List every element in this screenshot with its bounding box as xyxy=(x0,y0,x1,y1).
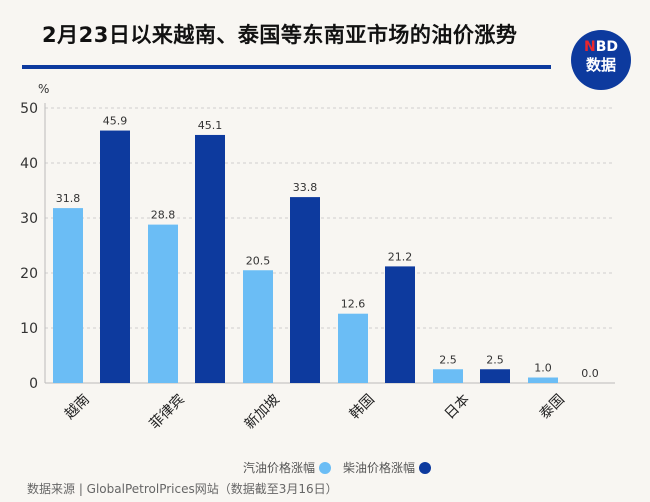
y-axis-unit: % xyxy=(38,82,49,96)
bar xyxy=(195,134,225,383)
y-tick-label: 40 xyxy=(20,156,38,172)
chart-title: 2月23日以来越南、泰国等东南亚市场的油价涨势 xyxy=(42,23,518,47)
bar xyxy=(148,224,178,383)
title-underline xyxy=(22,65,551,69)
data-label: 28.8 xyxy=(151,209,176,222)
bar xyxy=(100,130,130,383)
y-tick-label: 0 xyxy=(29,376,38,392)
bar xyxy=(53,208,83,383)
data-label: 45.9 xyxy=(103,115,128,128)
nbd-logo: NBD 数据 xyxy=(571,30,631,90)
x-tick-label: 日本 xyxy=(442,392,473,423)
bar xyxy=(290,197,320,383)
data-label: 2.5 xyxy=(439,353,457,366)
y-tick-label: 50 xyxy=(20,101,38,117)
x-tick-label: 菲律宾 xyxy=(147,392,188,433)
data-label: 33.8 xyxy=(293,181,318,194)
legend-label: 汽油价格涨幅 xyxy=(243,460,315,475)
x-tick-label: 越南 xyxy=(62,392,93,423)
data-label: 45.1 xyxy=(198,119,223,132)
bar xyxy=(243,270,273,383)
bar xyxy=(480,369,510,383)
legend-swatch xyxy=(419,462,431,474)
bar xyxy=(433,369,463,383)
bar xyxy=(338,313,368,383)
x-tick-label: 新加坡 xyxy=(242,392,283,433)
logo-brand: NBD xyxy=(583,39,618,55)
data-label: 31.8 xyxy=(56,192,81,205)
data-source: 数据来源 | GlobalPetrolPrices网站（数据截至3月16日） xyxy=(27,482,338,496)
logo-sub: 数据 xyxy=(585,56,616,74)
legend-label: 柴油价格涨幅 xyxy=(343,460,415,475)
data-label: 12.6 xyxy=(341,298,366,311)
x-tick-label: 泰国 xyxy=(537,392,568,423)
data-label: 2.5 xyxy=(486,353,504,366)
legend-swatch xyxy=(319,462,331,474)
data-label: 20.5 xyxy=(246,254,271,267)
y-tick-label: 10 xyxy=(20,321,38,337)
data-label: 21.2 xyxy=(388,250,413,263)
bar xyxy=(528,377,558,383)
data-label: 0.0 xyxy=(581,367,599,380)
x-tick-label: 韩国 xyxy=(347,392,378,423)
data-label: 1.0 xyxy=(534,362,552,375)
bar xyxy=(385,266,415,383)
y-tick-label: 30 xyxy=(20,211,38,227)
y-tick-label: 20 xyxy=(20,266,38,282)
